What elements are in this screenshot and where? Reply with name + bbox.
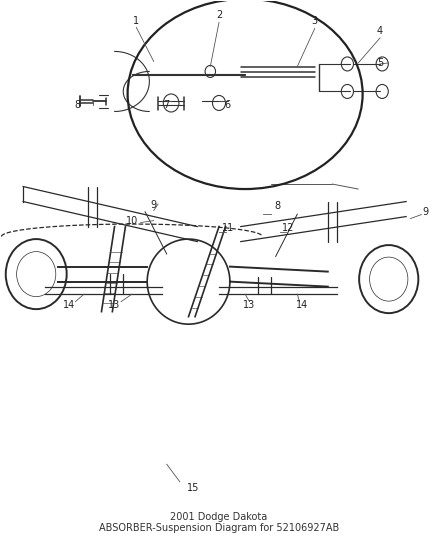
- Text: 13: 13: [244, 300, 256, 310]
- Text: 9: 9: [151, 199, 157, 209]
- Text: 12: 12: [283, 223, 295, 232]
- Text: 6: 6: [225, 100, 231, 110]
- Text: 1: 1: [133, 17, 139, 27]
- Text: 3: 3: [312, 17, 318, 27]
- Text: 10: 10: [126, 215, 138, 225]
- Text: 9: 9: [423, 207, 429, 216]
- Text: 14: 14: [296, 300, 308, 310]
- Text: 7: 7: [164, 100, 170, 110]
- Text: 8: 8: [74, 100, 81, 110]
- Text: 5: 5: [377, 58, 383, 68]
- Text: 13: 13: [109, 300, 121, 310]
- Text: 11: 11: [222, 223, 234, 232]
- Text: 4: 4: [377, 27, 383, 36]
- Text: 15: 15: [187, 483, 199, 493]
- Text: 2001 Dodge Dakota
ABSORBER-Suspension Diagram for 52106927AB: 2001 Dodge Dakota ABSORBER-Suspension Di…: [99, 512, 339, 533]
- Text: 2: 2: [216, 11, 222, 20]
- Text: 8: 8: [275, 200, 281, 211]
- Text: 14: 14: [63, 300, 75, 310]
